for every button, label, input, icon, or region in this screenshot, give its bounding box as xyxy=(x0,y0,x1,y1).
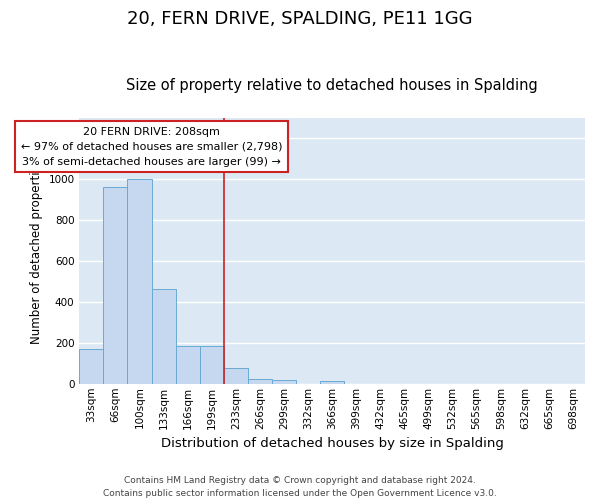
Bar xyxy=(152,288,176,384)
Text: 20, FERN DRIVE, SPALDING, PE11 1GG: 20, FERN DRIVE, SPALDING, PE11 1GG xyxy=(127,10,473,28)
Title: Size of property relative to detached houses in Spalding: Size of property relative to detached ho… xyxy=(126,78,538,93)
Bar xyxy=(127,179,152,384)
Bar xyxy=(320,380,344,384)
Bar xyxy=(200,346,224,384)
X-axis label: Distribution of detached houses by size in Spalding: Distribution of detached houses by size … xyxy=(161,437,503,450)
Text: Contains HM Land Registry data © Crown copyright and database right 2024.
Contai: Contains HM Land Registry data © Crown c… xyxy=(103,476,497,498)
Bar xyxy=(272,380,296,384)
Bar xyxy=(248,378,272,384)
Bar xyxy=(176,346,200,384)
Bar xyxy=(79,349,103,384)
Y-axis label: Number of detached properties: Number of detached properties xyxy=(29,158,43,344)
Bar xyxy=(103,188,127,384)
Text: 20 FERN DRIVE: 208sqm
← 97% of detached houses are smaller (2,798)
3% of semi-de: 20 FERN DRIVE: 208sqm ← 97% of detached … xyxy=(21,127,283,166)
Bar xyxy=(224,368,248,384)
